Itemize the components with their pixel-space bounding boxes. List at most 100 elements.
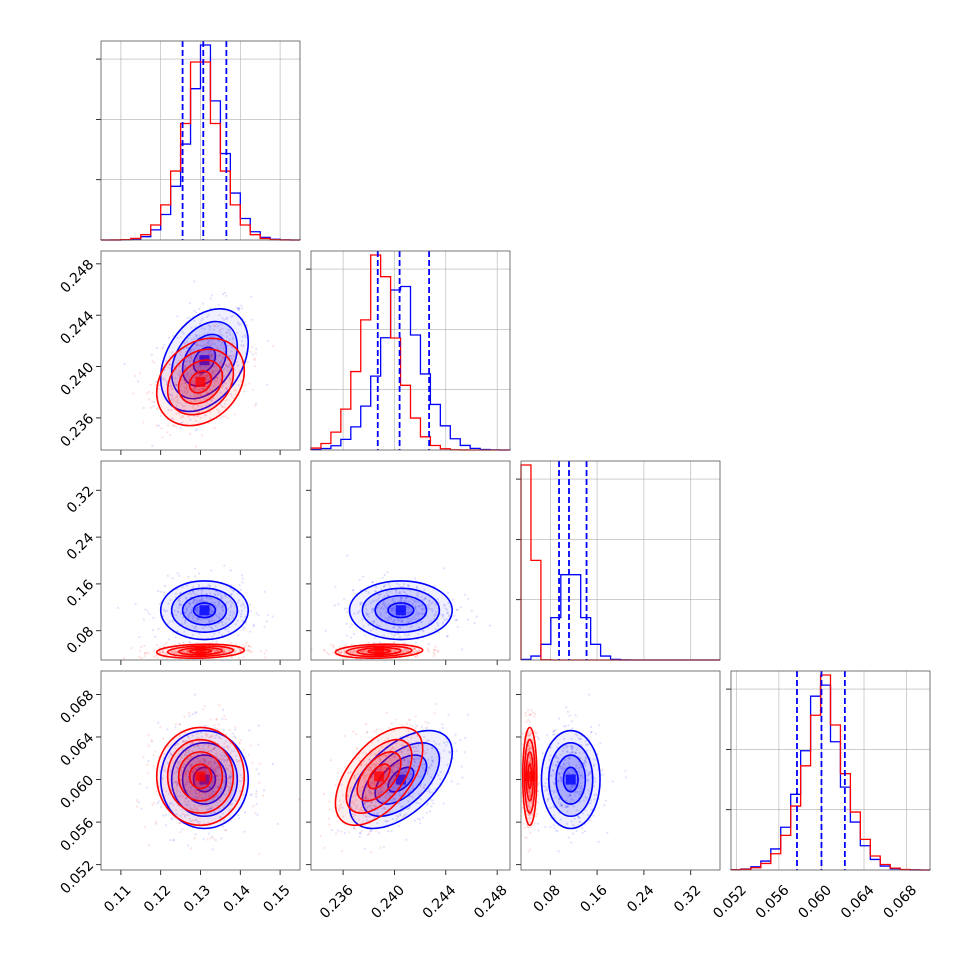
scatter-point (197, 585, 200, 588)
scatter-point (407, 766, 410, 769)
scatter-point (255, 792, 258, 795)
scatter-point (193, 371, 196, 374)
panel-1-0 (96, 250, 301, 455)
scatter-point (220, 795, 223, 798)
scatter-point (358, 835, 362, 839)
scatter-point (233, 355, 236, 358)
scatter-point (441, 621, 445, 624)
scatter-point (193, 386, 196, 389)
scatter-point (572, 805, 575, 808)
scatter-point (371, 608, 374, 611)
scatter-point (216, 775, 219, 778)
scatter-point (201, 708, 204, 711)
scatter-point (216, 605, 219, 608)
scatter-point (142, 406, 145, 409)
scatter-point (409, 626, 412, 629)
scatter-point (169, 384, 172, 387)
scatter-point (216, 380, 219, 383)
scatter-point (252, 625, 255, 628)
scatter-point (160, 778, 164, 781)
scatter-point (180, 794, 183, 797)
contour-line (181, 754, 228, 805)
scatter-point (432, 740, 436, 743)
scatter-point (266, 613, 269, 617)
scatter-point (209, 355, 212, 359)
scatter-point (413, 647, 416, 650)
scatter-point (461, 776, 464, 779)
scatter-point (195, 767, 198, 771)
scatter-point (574, 751, 577, 755)
scatter-point (360, 829, 363, 833)
scatter-point (236, 321, 240, 324)
scatter-point (189, 602, 192, 605)
scatter-point (574, 752, 577, 755)
scatter-point (252, 353, 255, 356)
scatter-point (219, 416, 222, 419)
scatter-point (214, 369, 218, 372)
scatter-point (200, 768, 203, 771)
scatter-point (151, 628, 155, 632)
scatter-point (409, 723, 412, 726)
scatter-point (433, 649, 436, 652)
scatter-point (385, 794, 388, 797)
scatter-point (402, 745, 405, 748)
scatter-point (560, 804, 564, 807)
scatter-point (400, 750, 404, 753)
scatter-point (228, 775, 232, 778)
scatter-point (343, 734, 347, 738)
scatter-point (361, 786, 364, 789)
scatter-point (402, 815, 405, 819)
scatter-point (414, 754, 417, 758)
scatter-point (384, 770, 387, 774)
scatter-point (193, 768, 196, 771)
scatter-point (350, 636, 353, 639)
scatter-point (219, 403, 222, 406)
scatter-point (370, 801, 373, 804)
scatter-point (216, 615, 219, 618)
scatter-point (243, 646, 246, 649)
scatter-point (376, 822, 379, 825)
scatter-point (381, 768, 384, 771)
scatter-point (178, 604, 181, 607)
scatter-point (412, 745, 416, 749)
scatter-point (414, 605, 417, 608)
scatter-point (592, 814, 595, 817)
scatter-point (425, 811, 428, 814)
scatter-point (414, 617, 417, 621)
scatter-point (355, 806, 358, 810)
scatter-point (181, 415, 185, 418)
scatter-point (215, 774, 218, 778)
scatter-point (211, 848, 214, 851)
scatter-point (185, 380, 189, 383)
scatter-point (225, 294, 228, 297)
scatter-point (218, 411, 221, 414)
scatter-point (196, 820, 200, 823)
scatter-point (146, 392, 149, 395)
scatter-point (207, 618, 211, 621)
scatter-point (201, 350, 204, 354)
scatter-point (196, 369, 199, 372)
scatter-point (346, 795, 349, 798)
scatter-point (239, 774, 242, 777)
scatter-point (230, 818, 233, 821)
scatter-point (395, 814, 399, 817)
scatter-point (202, 387, 205, 390)
scatter-point (185, 347, 188, 350)
scatter-point (123, 362, 126, 365)
scatter-point (224, 415, 227, 418)
scatter-point (206, 341, 210, 344)
scatter-point (170, 818, 174, 821)
scatter-point (400, 743, 403, 747)
scatter-point (179, 821, 182, 825)
scatter-point (361, 793, 364, 796)
scatter-point (215, 718, 218, 721)
scatter-point (389, 754, 393, 757)
scatter-point (220, 787, 223, 790)
scatter-point (180, 753, 183, 757)
scatter-point (182, 650, 185, 653)
scatter-point (362, 788, 365, 792)
scatter-point (255, 768, 258, 771)
scatter-point (337, 603, 340, 606)
scatter-point (223, 775, 226, 779)
scatter-point (368, 804, 371, 808)
